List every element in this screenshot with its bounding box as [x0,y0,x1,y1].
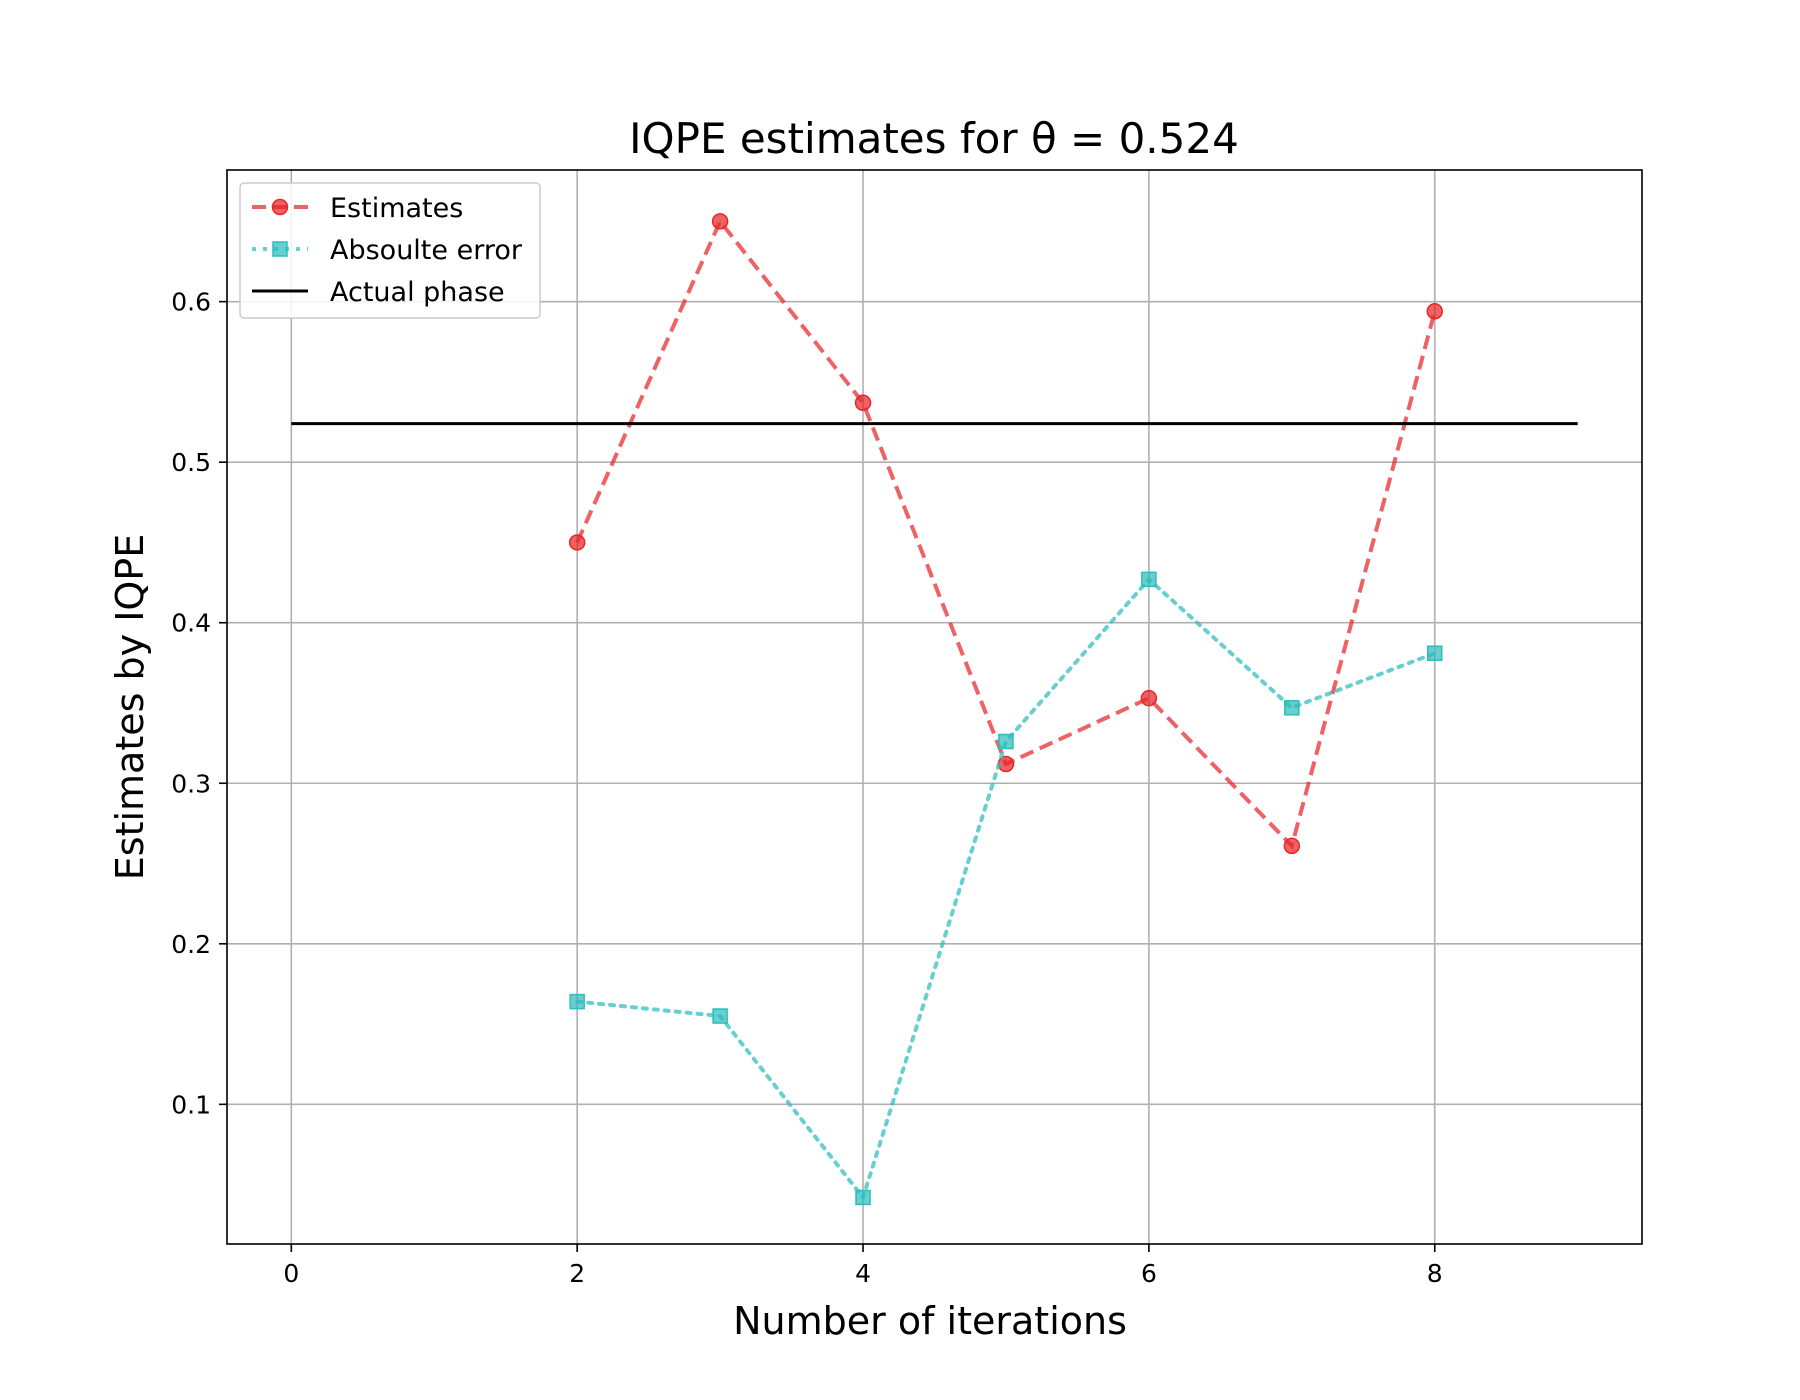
y-tick-label: 0.1 [171,1090,211,1119]
legend-label: Actual phase [330,277,505,308]
square-point [855,1189,871,1206]
y-tick-label: 0.6 [171,288,211,317]
square-point [998,733,1014,750]
y-axis-label: Estimates by IQPE [108,534,152,880]
legend-entry: Estimates [252,193,463,224]
series-1 [569,571,1443,1206]
legend-entry: Actual phase [252,277,505,308]
legend: Estimates Absoulte error Actual phase [239,182,541,319]
legend-entry: Absoulte error [252,235,523,266]
x-tick-label: 8 [1427,1259,1443,1288]
x-tick-label: 4 [855,1259,871,1288]
square-point [569,993,585,1010]
legend-swatch-marker [271,198,289,216]
y-tick-label: 0.5 [171,448,211,477]
square-point [1284,700,1300,716]
series-0 [568,213,1444,855]
grid [227,170,1642,1244]
plot-frame [226,169,1643,1245]
circle-point [711,213,729,230]
circle-point [1140,689,1158,707]
legend-label: Estimates [330,193,463,224]
x-tick-label: 2 [569,1259,585,1288]
y-tick-label: 0.2 [171,930,211,959]
legend-swatch-marker [272,241,288,257]
square-point [1427,645,1443,661]
axis-ticks: 0 2 4 6 8 0.1 0.2 0.3 0.4 0.5 0.6 [171,288,1442,1288]
circle-point [854,394,872,412]
square-point [712,1008,728,1024]
x-tick-label: 6 [1141,1259,1157,1288]
circle-point [1426,303,1444,320]
x-tick-label: 0 [283,1259,299,1288]
y-tick-label: 0.4 [171,609,211,638]
legend-box [239,182,541,319]
legend-label: Absoulte error [330,235,523,266]
x-axis-label: Number of iterations [733,1299,1127,1343]
square-point [1141,571,1157,588]
circle-point [1283,837,1301,855]
plot-series [291,213,1578,1206]
y-tick-label: 0.3 [171,769,211,798]
chart-title: IQPE estimates for θ = 0.524 [629,114,1239,163]
circle-point [568,534,586,551]
